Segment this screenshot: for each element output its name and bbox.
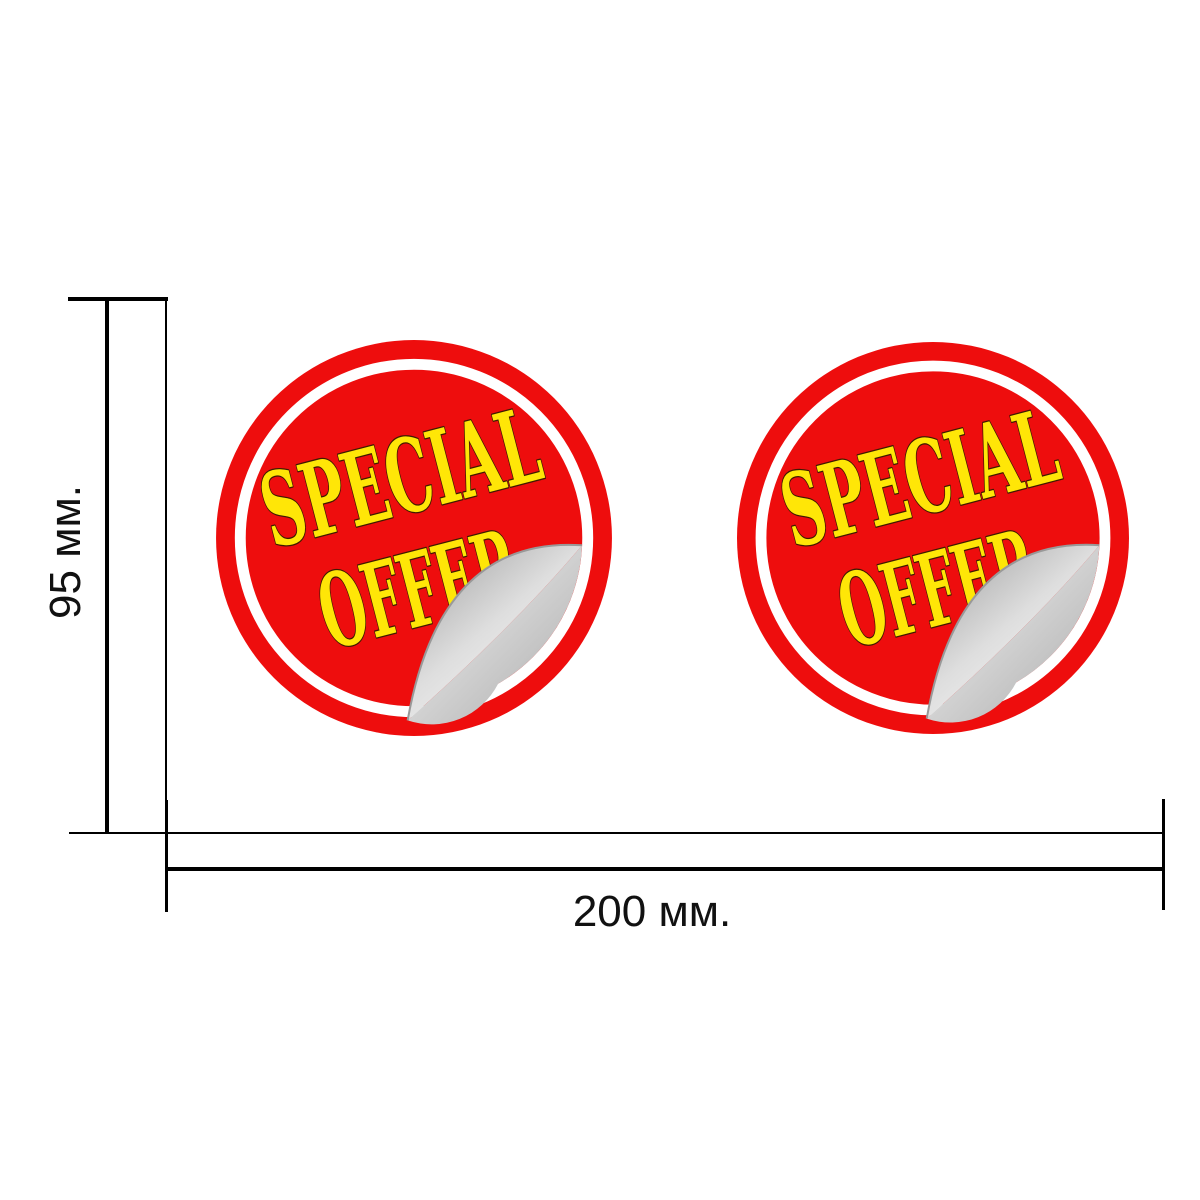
peel-crease-line: [925, 543, 1100, 719]
sticker-left: SPECIAL OFFER: [216, 340, 612, 736]
sheet-bottom-edge-line: [69, 832, 1164, 834]
dimension-width-line: [166, 867, 1164, 871]
peel-corner-upper-fold: [926, 544, 1100, 719]
sticker-right: SPECIAL OFFER: [737, 342, 1129, 734]
dimension-height-line: [105, 299, 109, 833]
height-dimension-label: 95 мм.: [41, 485, 90, 619]
peel-crease-line: [406, 543, 583, 721]
sheet-left-edge-line: [165, 299, 167, 833]
peel-corner-lower-fold: [407, 545, 583, 725]
width-dimension-label: 200 мм.: [572, 887, 732, 936]
dimension-left-tick: [165, 800, 168, 912]
peel-corner-upper-fold: [407, 544, 583, 721]
peel-corner-lower-fold: [926, 545, 1100, 723]
dimension-top-tick: [68, 297, 168, 301]
dimension-right-tick: [1162, 799, 1165, 910]
